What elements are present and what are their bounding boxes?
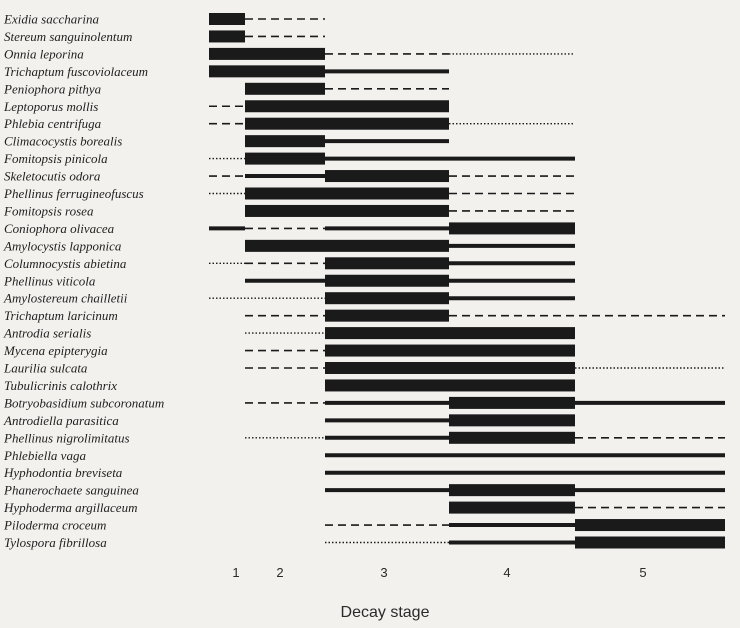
bar-segment-thick — [449, 222, 575, 235]
species-label: Amylocystis lapponica — [3, 238, 122, 253]
species-label: Leptoporus mollis — [3, 99, 98, 114]
bar-segment-thick — [245, 239, 449, 252]
bar-segment-thick — [325, 379, 449, 392]
bar-segment-thick — [245, 135, 325, 148]
stage-ticks: 1 2 3 4 5 — [232, 565, 646, 580]
species-label: Phellinus viticola — [3, 273, 96, 288]
species-label: Laurilia sulcata — [3, 361, 88, 376]
species-label: Phlebiella vaga — [3, 448, 86, 463]
species-label: Piloderma croceum — [3, 518, 106, 533]
species-label: Peniophora pithya — [3, 81, 102, 96]
species-label: Hyphodontia breviseta — [3, 465, 123, 480]
bar-segment-thick — [325, 257, 449, 270]
species-label: Mycena epipterygia — [3, 343, 108, 358]
species-label: Stereum sanguinolentum — [4, 29, 132, 44]
bar-segment-thick — [575, 536, 725, 549]
bar-segment-thick — [209, 47, 325, 60]
species-label: Tylospora fibrillosa — [4, 535, 107, 550]
species-label: Antrodia serialis — [3, 326, 91, 341]
species-label: Columnocystis abietina — [4, 256, 127, 271]
bar-segment-thick — [325, 274, 449, 287]
bar-segment-thick — [449, 431, 575, 444]
stage-tick-label: 5 — [639, 565, 646, 580]
species-label: Amylostereum chailletii — [3, 291, 128, 306]
species-label: Trichaptum laricinum — [4, 308, 118, 323]
species-label: Trichaptum fuscoviolaceum — [4, 64, 148, 79]
bar-segment-thick — [325, 292, 449, 305]
bar-segment-thick — [325, 170, 449, 183]
stage-tick-label: 2 — [276, 565, 283, 580]
bar-segment-thick — [209, 13, 245, 25]
stage-tick-label: 1 — [232, 565, 239, 580]
species-label: Hyphoderma argillaceum — [3, 500, 137, 515]
species-label: Fomitopsis pinicola — [3, 151, 108, 166]
bar-segment-thick — [245, 152, 325, 165]
bar-segment-thick — [575, 519, 725, 532]
bar-segment-thick — [449, 344, 575, 357]
species-label: Fomitopsis rosea — [3, 203, 94, 218]
bar-segment-thick — [245, 204, 449, 217]
stage-tick-label: 4 — [503, 565, 510, 580]
species-label: Botryobasidium subcoronatum — [4, 395, 164, 410]
species-label: Onnia leporina — [4, 46, 84, 61]
bar-segment-thick — [245, 117, 449, 130]
bar-segment-thick — [245, 187, 449, 200]
species-bars — [209, 13, 725, 549]
bar-segment-thick — [325, 309, 449, 322]
species-label: Phanerochaete sanguinea — [3, 483, 139, 498]
bar-segment-thick — [245, 100, 449, 113]
species-label: Climacocystis borealis — [4, 134, 122, 149]
bar-segment-thick — [325, 362, 575, 374]
species-label: Antrodiella parasitica — [3, 413, 119, 428]
bar-segment-thick — [449, 501, 575, 514]
x-axis-title: Decay stage — [341, 604, 430, 621]
bar-segment-thick — [209, 65, 325, 78]
bar-segment-thick — [449, 484, 575, 497]
bar-segment-thick — [245, 82, 325, 95]
bar-segment-thick — [325, 327, 575, 340]
bar-segment-thick — [449, 414, 575, 427]
species-label: Tubulicrinis calothrix — [4, 378, 117, 393]
bar-segment-thick — [449, 396, 575, 409]
species-label: Exidia saccharina — [3, 12, 99, 27]
bar-segment-thick — [209, 30, 245, 43]
species-label: Coniophora olivacea — [4, 221, 115, 236]
species-labels: Exidia saccharina Stereum sanguinolentum O… — [3, 12, 164, 551]
species-label: Phellinus nigrolimitatus — [3, 430, 130, 445]
species-label: Phellinus ferrugineofuscus — [3, 186, 144, 201]
stage-tick-label: 3 — [380, 565, 387, 580]
bar-segment-thick — [325, 344, 449, 357]
species-label: Skeletocutis odora — [4, 169, 101, 184]
bar-segment-thick — [449, 379, 575, 392]
species-label: Phlebia centrifuga — [3, 116, 102, 131]
